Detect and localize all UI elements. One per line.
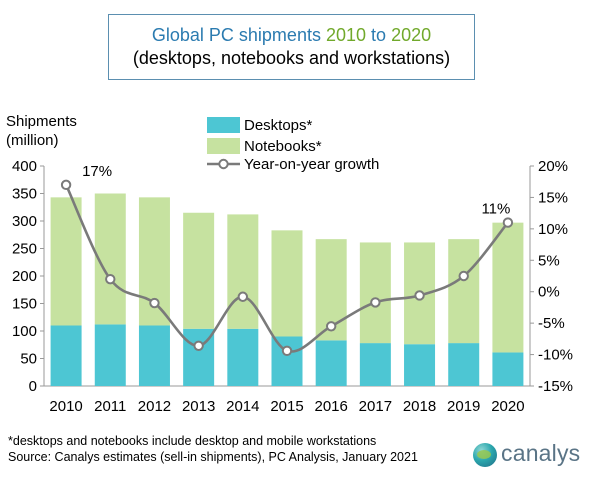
- x-tick-label: 2011: [94, 398, 126, 415]
- x-tick-label: 2019: [447, 398, 480, 415]
- footnote-source: Source: Canalys estimates (sell-in shipm…: [8, 450, 418, 464]
- bar-notebooks: [448, 239, 480, 344]
- bar-notebooks: [227, 214, 259, 329]
- legend-swatch-notebooks: [207, 138, 240, 154]
- y-right-tick-label: 15%: [538, 189, 568, 206]
- x-tick-label: 2013: [182, 398, 215, 415]
- chart-title: Global PC shipments 2010 to 2020: [109, 24, 474, 46]
- bar-notebooks: [271, 230, 303, 337]
- y-right-tick-label: 20%: [538, 158, 568, 175]
- growth-point: [149, 297, 160, 309]
- y-left-tick-label: 50: [20, 351, 37, 368]
- growth-point: [60, 179, 72, 191]
- x-tick-label: 2010: [49, 398, 82, 415]
- growth-point: [281, 345, 293, 356]
- bar-desktops: [271, 336, 303, 386]
- growth-data-label: 17%: [82, 163, 112, 180]
- bar-notebooks: [359, 242, 391, 344]
- bar-notebooks: [492, 222, 524, 353]
- legend-label-notebooks: Notebooks*: [244, 138, 322, 155]
- x-tick-label: 2015: [270, 398, 303, 415]
- bar-desktops: [359, 343, 391, 386]
- y-left-tick-label: 0: [29, 378, 37, 395]
- y-right-tick-label: -5%: [538, 315, 565, 332]
- y-left-tick-label: 300: [12, 213, 37, 230]
- growth-point: [414, 290, 425, 301]
- growth-point: [237, 291, 249, 302]
- bar-notebooks: [50, 197, 82, 326]
- legend-swatch-desktops: [207, 117, 240, 133]
- bar-desktops: [492, 352, 524, 386]
- y-right-tick-label: 0%: [538, 284, 560, 301]
- growth-line: [64, 184, 509, 353]
- y-left-tick-label: 100: [12, 323, 37, 340]
- y-left-tick-label: 150: [12, 296, 37, 313]
- bar-desktops: [227, 328, 259, 386]
- y-axis-left-label-line2: (million): [6, 132, 59, 149]
- x-tick-label: 2017: [359, 398, 392, 415]
- title-part3: to: [371, 25, 387, 45]
- x-tick-label: 2020: [491, 398, 524, 415]
- legend-label-desktops: Desktops*: [244, 117, 313, 134]
- bar-desktops: [94, 324, 126, 386]
- title-part2: 2010: [325, 25, 367, 45]
- x-tick-label: 2014: [226, 398, 259, 415]
- x-tick-label: 2018: [403, 398, 436, 415]
- canalys-logo: canalys: [471, 440, 589, 470]
- legend-label-growth: Year-on-year growth: [244, 156, 379, 173]
- growth-point: [193, 340, 204, 351]
- growth-point: [458, 270, 469, 282]
- growth-point: [370, 297, 381, 308]
- y-left-tick-label: 250: [12, 241, 37, 258]
- legend-swatch-growth-marker: [218, 158, 229, 170]
- bar-desktops: [448, 343, 480, 386]
- y-axis-left-label-line1: Shipments: [6, 113, 77, 130]
- bar-desktops: [50, 325, 82, 386]
- y-right-tick-label: -15%: [538, 378, 573, 395]
- y-left-tick-label: 200: [12, 268, 37, 285]
- logo-text: canalys: [501, 440, 581, 466]
- footnote-line1: *desktops and notebooks include desktop …: [8, 434, 377, 448]
- y-right-tick-label: 5%: [538, 252, 560, 269]
- x-tick-label: 2016: [314, 398, 347, 415]
- growth-point: [325, 321, 337, 332]
- bar-notebooks: [183, 212, 215, 329]
- bar-desktops: [404, 344, 436, 386]
- chart-subtitle: (desktops, notebooks and workstations): [132, 48, 451, 68]
- y-axis-left-label: Shipments (million): [6, 112, 77, 150]
- y-left-tick-label: 350: [12, 186, 37, 203]
- bar-desktops: [138, 325, 170, 386]
- globe-icon: [473, 443, 497, 467]
- growth-point: [502, 217, 514, 228]
- y-right-tick-label: 10%: [538, 221, 568, 238]
- bar-desktops: [315, 340, 347, 386]
- y-left-tick-label: 400: [12, 158, 37, 175]
- chart-title-box: Global PC shipments 2010 to 2020 (deskto…: [108, 14, 475, 80]
- y-right-tick-label: -10%: [538, 347, 573, 364]
- title-part4: 2020: [391, 25, 432, 45]
- footnote: *desktops and notebooks include desktop …: [8, 433, 418, 465]
- growth-data-label: 11%: [481, 201, 510, 218]
- x-tick-label: 2012: [138, 398, 171, 415]
- growth-point: [105, 273, 116, 285]
- title-part1: Global PC shipments: [151, 25, 321, 45]
